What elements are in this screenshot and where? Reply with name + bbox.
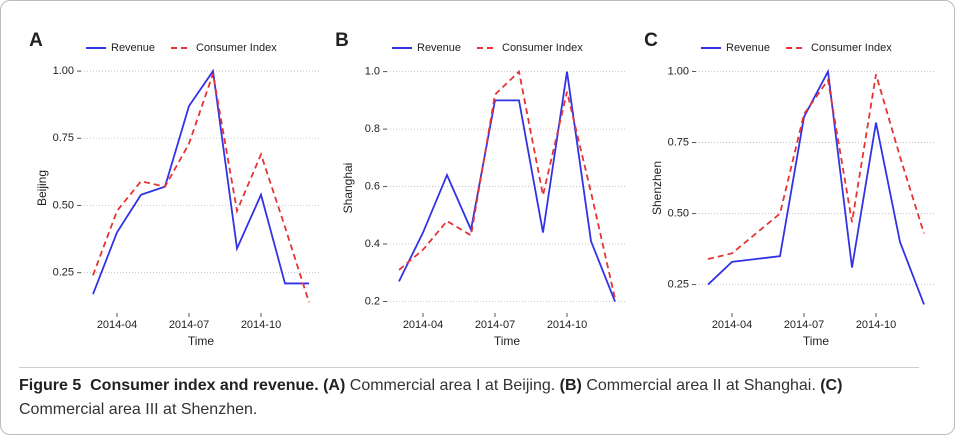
x-tick-label: 2014-07 [475, 319, 515, 331]
line [398, 71, 616, 302]
y-tick-label: 0.75 [668, 136, 689, 148]
part-text: Commercial area I at Beijing. [349, 377, 556, 394]
legend-label: Revenue [111, 42, 155, 54]
y-tick-label: 0.25 [668, 278, 689, 290]
y-tick-label: 0.2 [365, 295, 380, 307]
y-tick-label: 0.8 [365, 123, 380, 135]
x-tick-label: 2014-04 [97, 319, 137, 331]
x-axis-label: Time [803, 334, 830, 348]
x-tick-label: 2014-10 [856, 319, 896, 331]
x-tick-label: 2014-10 [241, 319, 281, 331]
x-axis-label: Time [494, 334, 521, 348]
figure-label: Figure 5 [19, 377, 82, 394]
y-axis-label: Shenzhen [650, 161, 664, 215]
y-axis-label: Beijing [35, 170, 49, 206]
y-tick-label: 1.00 [668, 65, 689, 77]
panel-label: B [335, 30, 349, 51]
x-axis-label: Time [188, 334, 215, 348]
x-tick-label: 2014-04 [712, 319, 752, 331]
legend-label: Revenue [726, 42, 770, 54]
x-tick-label: 2014-10 [547, 319, 587, 331]
panel-label: A [29, 30, 43, 51]
x-tick-label: 2014-04 [403, 319, 443, 331]
y-tick-label: 0.50 [668, 207, 689, 219]
legend-label: Consumer Index [502, 42, 583, 54]
part-text: Commercial area II at Shanghai. [586, 377, 816, 394]
line [92, 73, 310, 303]
legend-label: Consumer Index [196, 42, 277, 54]
y-tick-label: 0.4 [365, 238, 380, 250]
y-tick-label: 1.00 [53, 65, 74, 77]
y-tick-label: 0.75 [53, 132, 74, 144]
part-tag: (C) [820, 377, 843, 394]
part-text: Commercial area III at Shenzhen. [19, 401, 258, 418]
y-tick-label: 0.6 [365, 180, 380, 192]
caption: Figure 5 Consumer index and revenue. (A)… [19, 367, 919, 422]
line [707, 68, 925, 305]
legend-label: Consumer Index [811, 42, 892, 54]
line [92, 68, 309, 295]
y-axis-label: Shanghai [341, 163, 355, 214]
y-tick-label: 1.0 [365, 66, 380, 78]
y-tick-label: 0.25 [53, 267, 74, 279]
panel-label: C [644, 30, 658, 51]
y-tick-label: 0.50 [53, 199, 74, 211]
figure-title: Consumer index and revenue. [90, 377, 319, 394]
x-tick-label: 2014-07 [784, 319, 824, 331]
line [398, 69, 616, 299]
legend-label: Revenue [417, 42, 461, 54]
part-tag: (A) [323, 377, 346, 394]
part-tag: (B) [559, 377, 582, 394]
x-tick-label: 2014-07 [169, 319, 209, 331]
line [707, 74, 925, 260]
charts: A Beijing Time 0.25 0.50 0.75 1.00 2014-04 2014-… [29, 30, 936, 348]
